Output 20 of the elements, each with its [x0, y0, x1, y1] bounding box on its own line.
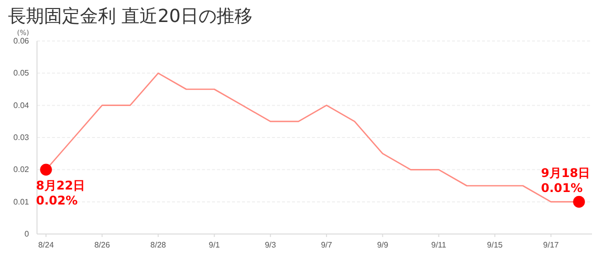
x-tick-label: 8/26	[94, 240, 110, 250]
chart-title: 長期固定金利 直近20日の推移	[8, 6, 253, 27]
x-tick-label: 9/15	[487, 240, 504, 250]
x-tick-label: 9/1	[208, 240, 220, 250]
annotation: 9月18日 0.01%	[541, 166, 590, 195]
annotation: 8月22日 0.02%	[36, 178, 86, 208]
y-tick-label: 0	[24, 230, 30, 239]
y-tick-label: 0.06	[13, 36, 30, 46]
x-tick-label: 8/28	[150, 240, 167, 250]
x-tick-label: 9/9	[377, 240, 389, 250]
y-tick-label: 0.01	[13, 197, 30, 206]
x-tick-label: 8/24	[38, 240, 54, 250]
y-tick-label: 0.04	[13, 100, 30, 110]
x-tick-label: 9/7	[320, 240, 333, 250]
x-tick-label: 9/3	[264, 240, 277, 250]
y-tick-label: 0.03	[13, 133, 30, 142]
y-tick-label: 0.05	[13, 68, 30, 78]
x-tick-label: 9/17	[543, 240, 560, 250]
y-tick-label: 0.02	[13, 165, 30, 174]
x-tick-label: 9/11	[431, 240, 447, 250]
